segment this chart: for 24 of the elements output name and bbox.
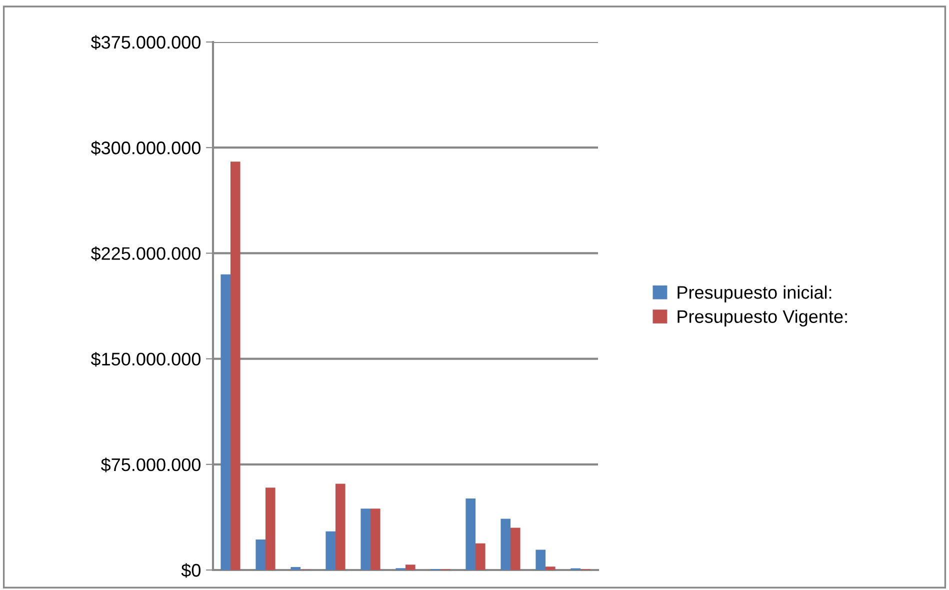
legend-label: Presupuesto inicial: xyxy=(678,286,832,302)
y-tick-label: $300.000.000 xyxy=(90,140,200,156)
bar xyxy=(266,488,276,570)
bar xyxy=(256,539,266,570)
y-tick-label: $225.000.000 xyxy=(90,246,200,261)
y-tick-label: $375.000.000 xyxy=(90,35,200,50)
bar xyxy=(546,566,556,570)
bar xyxy=(406,564,416,570)
bar xyxy=(326,531,336,570)
y-tick-label: $75.000.000 xyxy=(100,458,200,472)
bar xyxy=(360,508,370,570)
bar xyxy=(536,550,546,570)
bar xyxy=(336,484,346,570)
bar xyxy=(370,508,380,570)
bar xyxy=(500,518,510,570)
y-tick-label: $0 xyxy=(181,563,200,578)
legend-label: Presupuesto Vigente: xyxy=(678,310,847,327)
bar xyxy=(466,498,476,570)
bar xyxy=(510,528,520,570)
bar xyxy=(290,567,300,570)
bar xyxy=(220,274,230,570)
bar xyxy=(476,543,486,570)
y-tick-label: $150.000.000 xyxy=(90,352,200,367)
bar xyxy=(230,162,240,570)
